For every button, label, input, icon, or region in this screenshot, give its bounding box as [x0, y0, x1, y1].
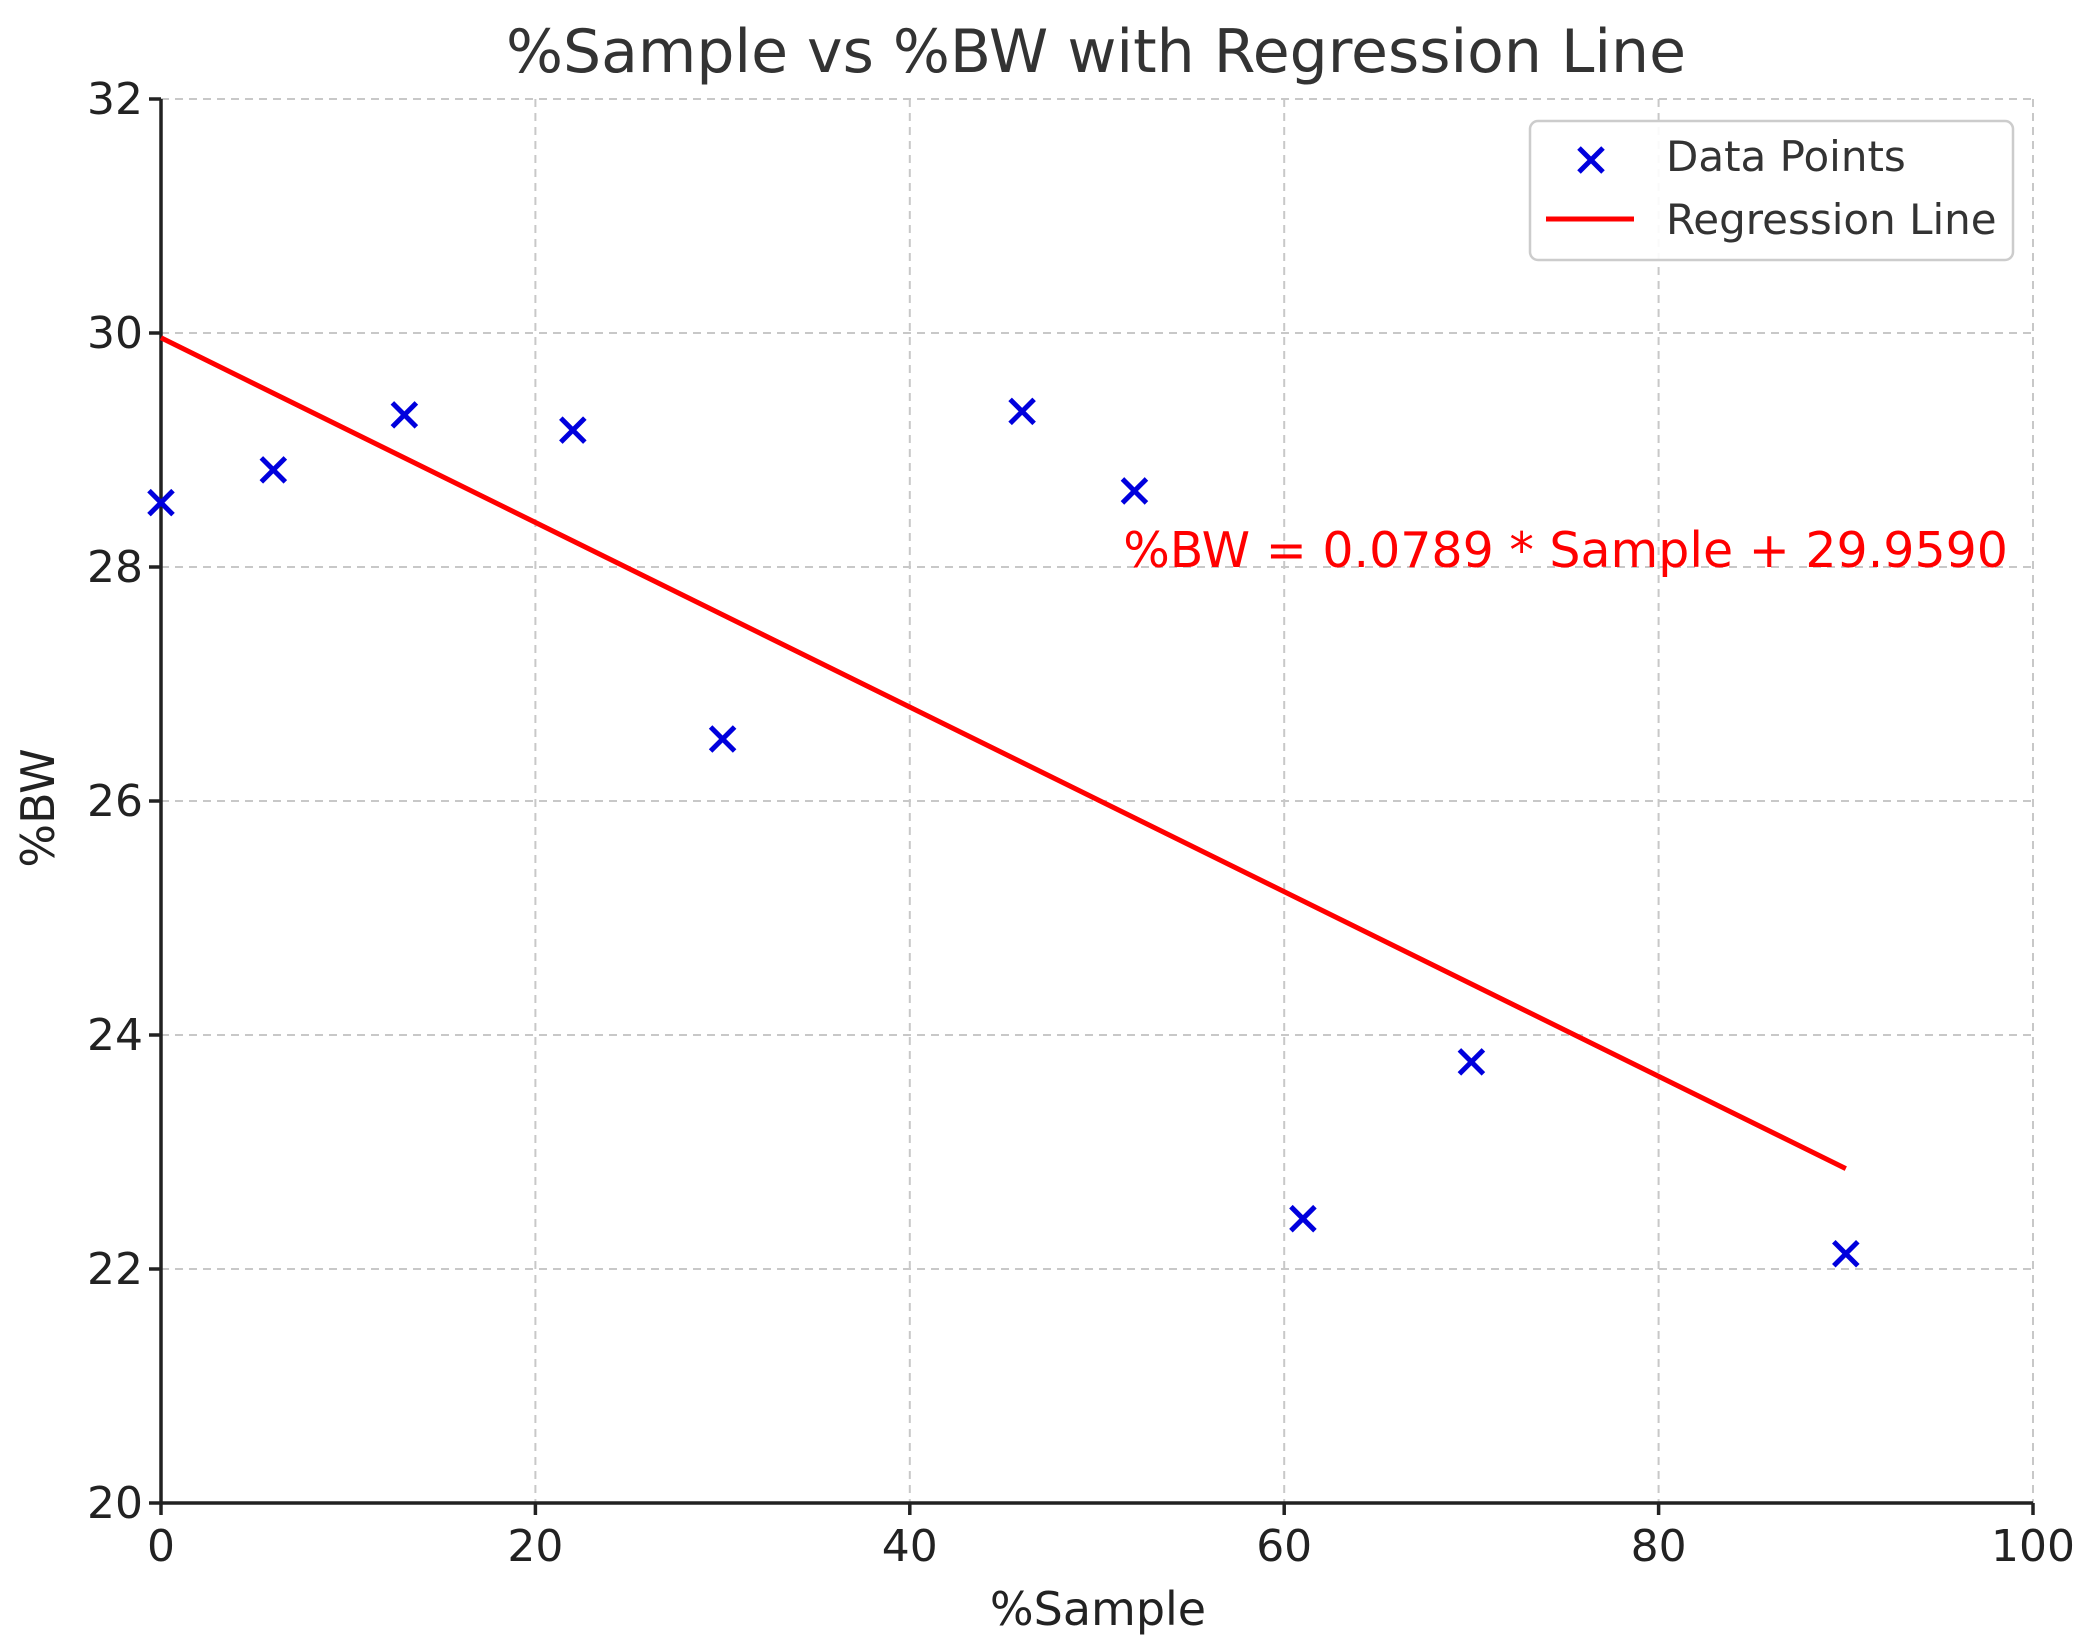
y-tick-label: 30 — [87, 308, 143, 359]
data-point-stroke — [1008, 397, 1036, 426]
data-point — [1008, 397, 1036, 426]
legend-marker-data-points — [1577, 146, 1605, 174]
plot-area — [147, 335, 1860, 1268]
data-point-stroke — [1289, 1204, 1317, 1233]
data-point — [1120, 477, 1149, 505]
data-point-stroke — [390, 401, 419, 429]
grid — [161, 98, 2034, 1503]
legend-box — [1528, 119, 2015, 262]
data-point — [1832, 1240, 1860, 1268]
legend-marker-stroke — [1577, 146, 1605, 174]
data-point-stroke — [559, 416, 587, 444]
y-tick-label: 32 — [87, 74, 143, 125]
legend-label-data-points: Data Points — [1666, 132, 1906, 181]
data-point-stroke — [1120, 477, 1149, 505]
data-point-stroke — [1457, 1048, 1486, 1076]
x-tick-label: 40 — [882, 1521, 938, 1572]
x-tick-label: 20 — [507, 1521, 563, 1572]
chart-title: %Sample vs %BW with Regression Line — [506, 17, 1686, 87]
y-tick-label: 20 — [87, 1478, 143, 1529]
x-tick-label: 60 — [1256, 1521, 1312, 1572]
legend-label-regression-line: Regression Line — [1666, 195, 1997, 244]
x-axis-label: %Sample — [990, 1582, 1206, 1636]
y-axis-label: %BW — [11, 748, 65, 867]
y-tick-label: 22 — [87, 1244, 143, 1295]
data-point — [708, 725, 737, 753]
x-tick-label: 80 — [1631, 1521, 1687, 1572]
y-tick-label: 28 — [87, 542, 143, 593]
data-point — [559, 416, 587, 444]
regression-line — [159, 335, 1847, 1171]
y-tick-label: 24 — [87, 1010, 143, 1061]
legend: Data Points Regression Line — [1528, 119, 2015, 262]
data-point-stroke — [147, 488, 175, 517]
y-tick-label: 26 — [87, 776, 143, 827]
data-point-stroke — [708, 725, 737, 753]
data-point — [147, 488, 175, 517]
regression-equation: %BW = 0.0789 * Sample + 29.9590 — [1123, 522, 2008, 579]
data-point — [390, 401, 419, 429]
x-tick-label: 100 — [1991, 1521, 2075, 1572]
data-point — [259, 456, 288, 484]
data-point — [1457, 1048, 1486, 1076]
data-point-stroke — [1832, 1240, 1860, 1268]
data-point-stroke — [259, 456, 288, 484]
data-point — [1289, 1204, 1317, 1233]
x-tick-label: 0 — [147, 1521, 175, 1572]
